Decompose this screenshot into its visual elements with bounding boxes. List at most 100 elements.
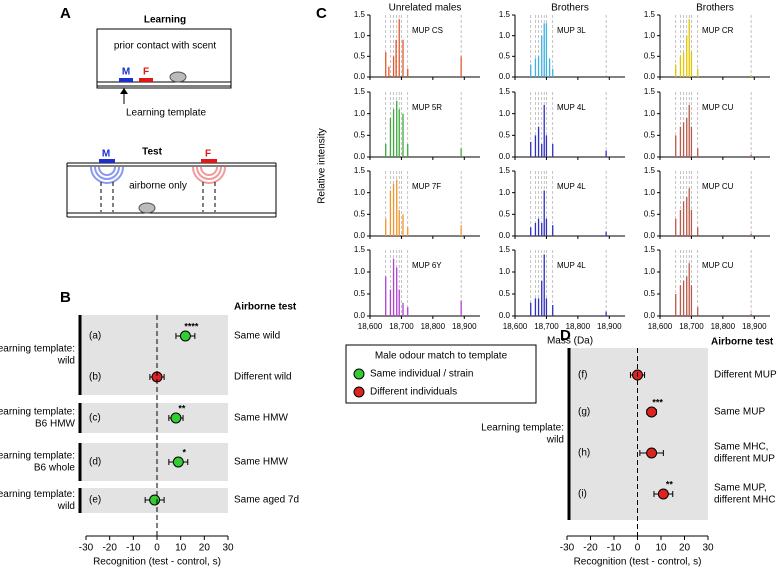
mouse <box>138 202 156 214</box>
test-label: Different MUP <box>714 370 777 381</box>
x-tick-label: 10 <box>175 543 187 554</box>
x-tick-label: 20 <box>199 543 211 554</box>
y-tick-label: 0.0 <box>499 152 511 161</box>
y-tick-label: 0.5 <box>499 51 511 60</box>
test-label: Same HMW <box>234 413 288 424</box>
diagram-title: Test <box>142 147 162 158</box>
point <box>172 456 184 468</box>
y-tick-label: 1.5 <box>354 10 366 19</box>
x-axis-label: Recognition (test - control, s) <box>574 557 702 568</box>
row-id: (e) <box>89 495 101 506</box>
y-tick-label: 0.5 <box>354 51 366 60</box>
template-label: wild <box>57 501 75 512</box>
diagram-title: Learning <box>144 15 186 26</box>
template-label: wild <box>57 356 75 367</box>
box <box>96 28 232 89</box>
scent <box>139 78 153 82</box>
y-tick-label: 0.0 <box>354 231 366 240</box>
x-tick-label: 18,800 <box>421 322 446 331</box>
mouse <box>169 71 187 83</box>
y-tick-label: 0.5 <box>499 130 511 139</box>
x-tick-label: 18,900 <box>452 322 477 331</box>
y-tick-label: 0.0 <box>354 311 366 320</box>
y-tick-label: 1.5 <box>499 166 511 175</box>
y-tick-label: 1.0 <box>499 31 511 40</box>
point <box>657 488 669 500</box>
x-tick-label: 18,800 <box>566 322 591 331</box>
y-tick-label: 0.0 <box>644 231 656 240</box>
legend: Male odour match to template Same indivi… <box>345 344 537 404</box>
x-tick-label: -20 <box>583 543 598 554</box>
spectrum-label: MUP 3L <box>557 26 586 35</box>
odour-plume <box>192 166 226 184</box>
y-tick-label: 1.5 <box>644 245 656 254</box>
significance: ** <box>666 479 674 489</box>
y-tick-label: 0.0 <box>499 231 511 240</box>
y-tick-label: 0.0 <box>644 311 656 320</box>
y-tick-label: 1.0 <box>354 31 366 40</box>
y-tick-label: 0.0 <box>499 72 511 81</box>
x-axis-label: Mass (Da) <box>547 336 593 347</box>
template-label: Learning template: <box>0 407 75 418</box>
y-tick-label: 1.0 <box>499 188 511 197</box>
x-tick-label: -30 <box>560 543 575 554</box>
y-tick-label: 0.5 <box>644 51 656 60</box>
test-label: different MHC <box>714 495 776 506</box>
spectrum-label: MUP 5R <box>412 103 442 112</box>
point <box>646 447 658 459</box>
x-tick-label: 0 <box>154 543 160 554</box>
y-tick-label: 0.0 <box>354 152 366 161</box>
template-label: B6 HMW <box>35 419 76 430</box>
x-tick-label: 18,700 <box>534 322 559 331</box>
spectrum-label: MUP 4L <box>557 103 586 112</box>
significance: ** <box>178 403 186 413</box>
significance: *** <box>652 397 663 407</box>
y-tick-label: 0.5 <box>354 209 366 218</box>
template-label: Learning template: <box>0 344 75 355</box>
panel-label: C <box>316 5 327 22</box>
y-tick-label: 0.5 <box>499 289 511 298</box>
y-tick-label: 1.5 <box>354 166 366 175</box>
row-id: (f) <box>578 370 587 381</box>
test-label: Same MUP, <box>714 483 767 494</box>
group-band <box>80 403 228 433</box>
significance: * <box>183 447 187 457</box>
x-tick-label: 18,900 <box>742 322 767 331</box>
y-tick-label: 0.0 <box>644 72 656 81</box>
row-id: (h) <box>578 448 590 459</box>
x-tick-label: 30 <box>702 543 714 554</box>
spectrum-label: MUP 4L <box>557 182 586 191</box>
test-label: Same HMW <box>234 457 288 468</box>
spectrum-label: MUP CS <box>412 26 443 35</box>
y-tick-label: 1.0 <box>354 109 366 118</box>
spectrum-label: MUP CR <box>702 26 734 35</box>
column-title: Brothers <box>696 3 734 14</box>
diagram-text: Learning template <box>126 108 206 119</box>
y-tick-label: 1.0 <box>354 267 366 276</box>
row-id: (i) <box>578 489 587 500</box>
row-id: (b) <box>89 372 101 383</box>
test-label: Different wild <box>234 372 292 383</box>
y-tick-label: 0.0 <box>644 152 656 161</box>
scent <box>201 159 217 163</box>
template-label: Learning template: <box>481 423 564 434</box>
x-tick-label: 30 <box>222 543 234 554</box>
y-tick-label: 1.0 <box>499 267 511 276</box>
point <box>646 406 658 418</box>
spectrum-label: MUP 6Y <box>412 261 442 270</box>
column-header: Airborne test <box>711 337 774 348</box>
x-tick-label: 18,600 <box>358 322 383 331</box>
x-tick-label: 20 <box>679 543 691 554</box>
y-tick-label: 1.0 <box>354 188 366 197</box>
template-label: Learning template: <box>0 451 75 462</box>
group-band <box>80 443 228 481</box>
test-label: Same MHC, <box>714 442 768 453</box>
template-label: wild <box>546 435 564 446</box>
scent-label: F <box>205 149 211 160</box>
x-tick-label: -10 <box>607 543 622 554</box>
y-tick-label: 0.5 <box>644 130 656 139</box>
spectrum-label: MUP CU <box>702 103 734 112</box>
test-label: Same wild <box>234 331 280 342</box>
y-tick-label: 0.5 <box>354 289 366 298</box>
legend-title: Male odour match to template <box>375 351 508 362</box>
